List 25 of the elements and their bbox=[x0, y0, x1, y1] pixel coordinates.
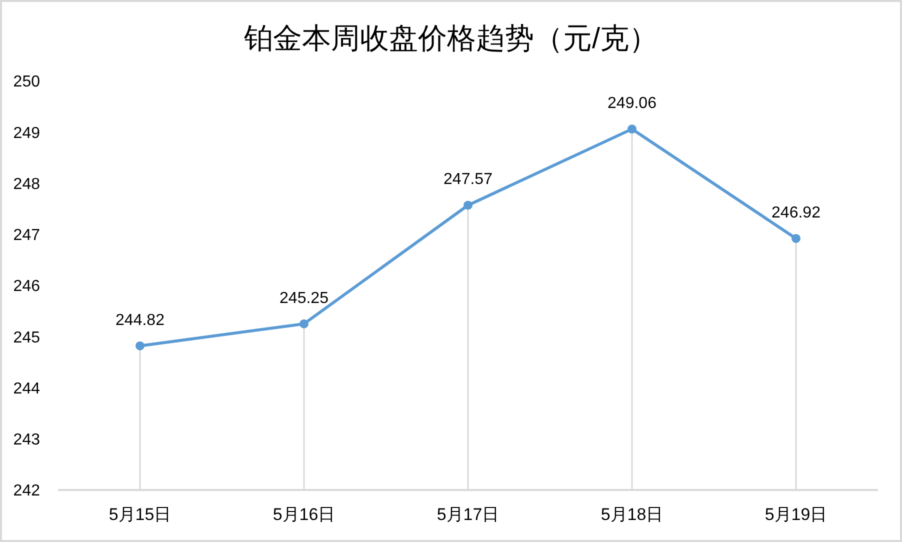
x-tick-label: 5月16日 bbox=[272, 505, 336, 524]
point bbox=[628, 124, 636, 134]
data-label: 244.82 bbox=[116, 312, 165, 329]
y-tick-label: 245 bbox=[13, 329, 40, 346]
y-tick-label: 246 bbox=[13, 278, 40, 296]
data-label: 247.57 bbox=[444, 171, 493, 188]
y-tick-label: 243 bbox=[13, 432, 40, 449]
y-tick-label: 250 bbox=[13, 74, 40, 91]
y-tick-label: 248 bbox=[13, 176, 40, 193]
y-tick-label: 244 bbox=[13, 380, 40, 398]
data-label: 245.25 bbox=[280, 290, 329, 307]
y-tick-label: 247 bbox=[13, 227, 40, 244]
x-tick-label: 5月19日 bbox=[764, 505, 828, 524]
x-tick-label: 5月18日 bbox=[600, 505, 664, 524]
point bbox=[300, 319, 308, 328]
x-tick-label: 5月15日 bbox=[108, 505, 172, 524]
y-tick-label: 249 bbox=[13, 124, 40, 142]
point bbox=[136, 341, 144, 350]
point bbox=[464, 200, 472, 210]
data-label: 249.06 bbox=[608, 95, 657, 112]
data-label: 246.92 bbox=[772, 204, 821, 222]
point bbox=[792, 234, 800, 243]
y-tick-label: 242 bbox=[13, 482, 40, 500]
x-tick-label: 5月17日 bbox=[436, 505, 500, 524]
chart-title: 铂金本周收盘价格趋势（元/克） bbox=[242, 22, 660, 57]
